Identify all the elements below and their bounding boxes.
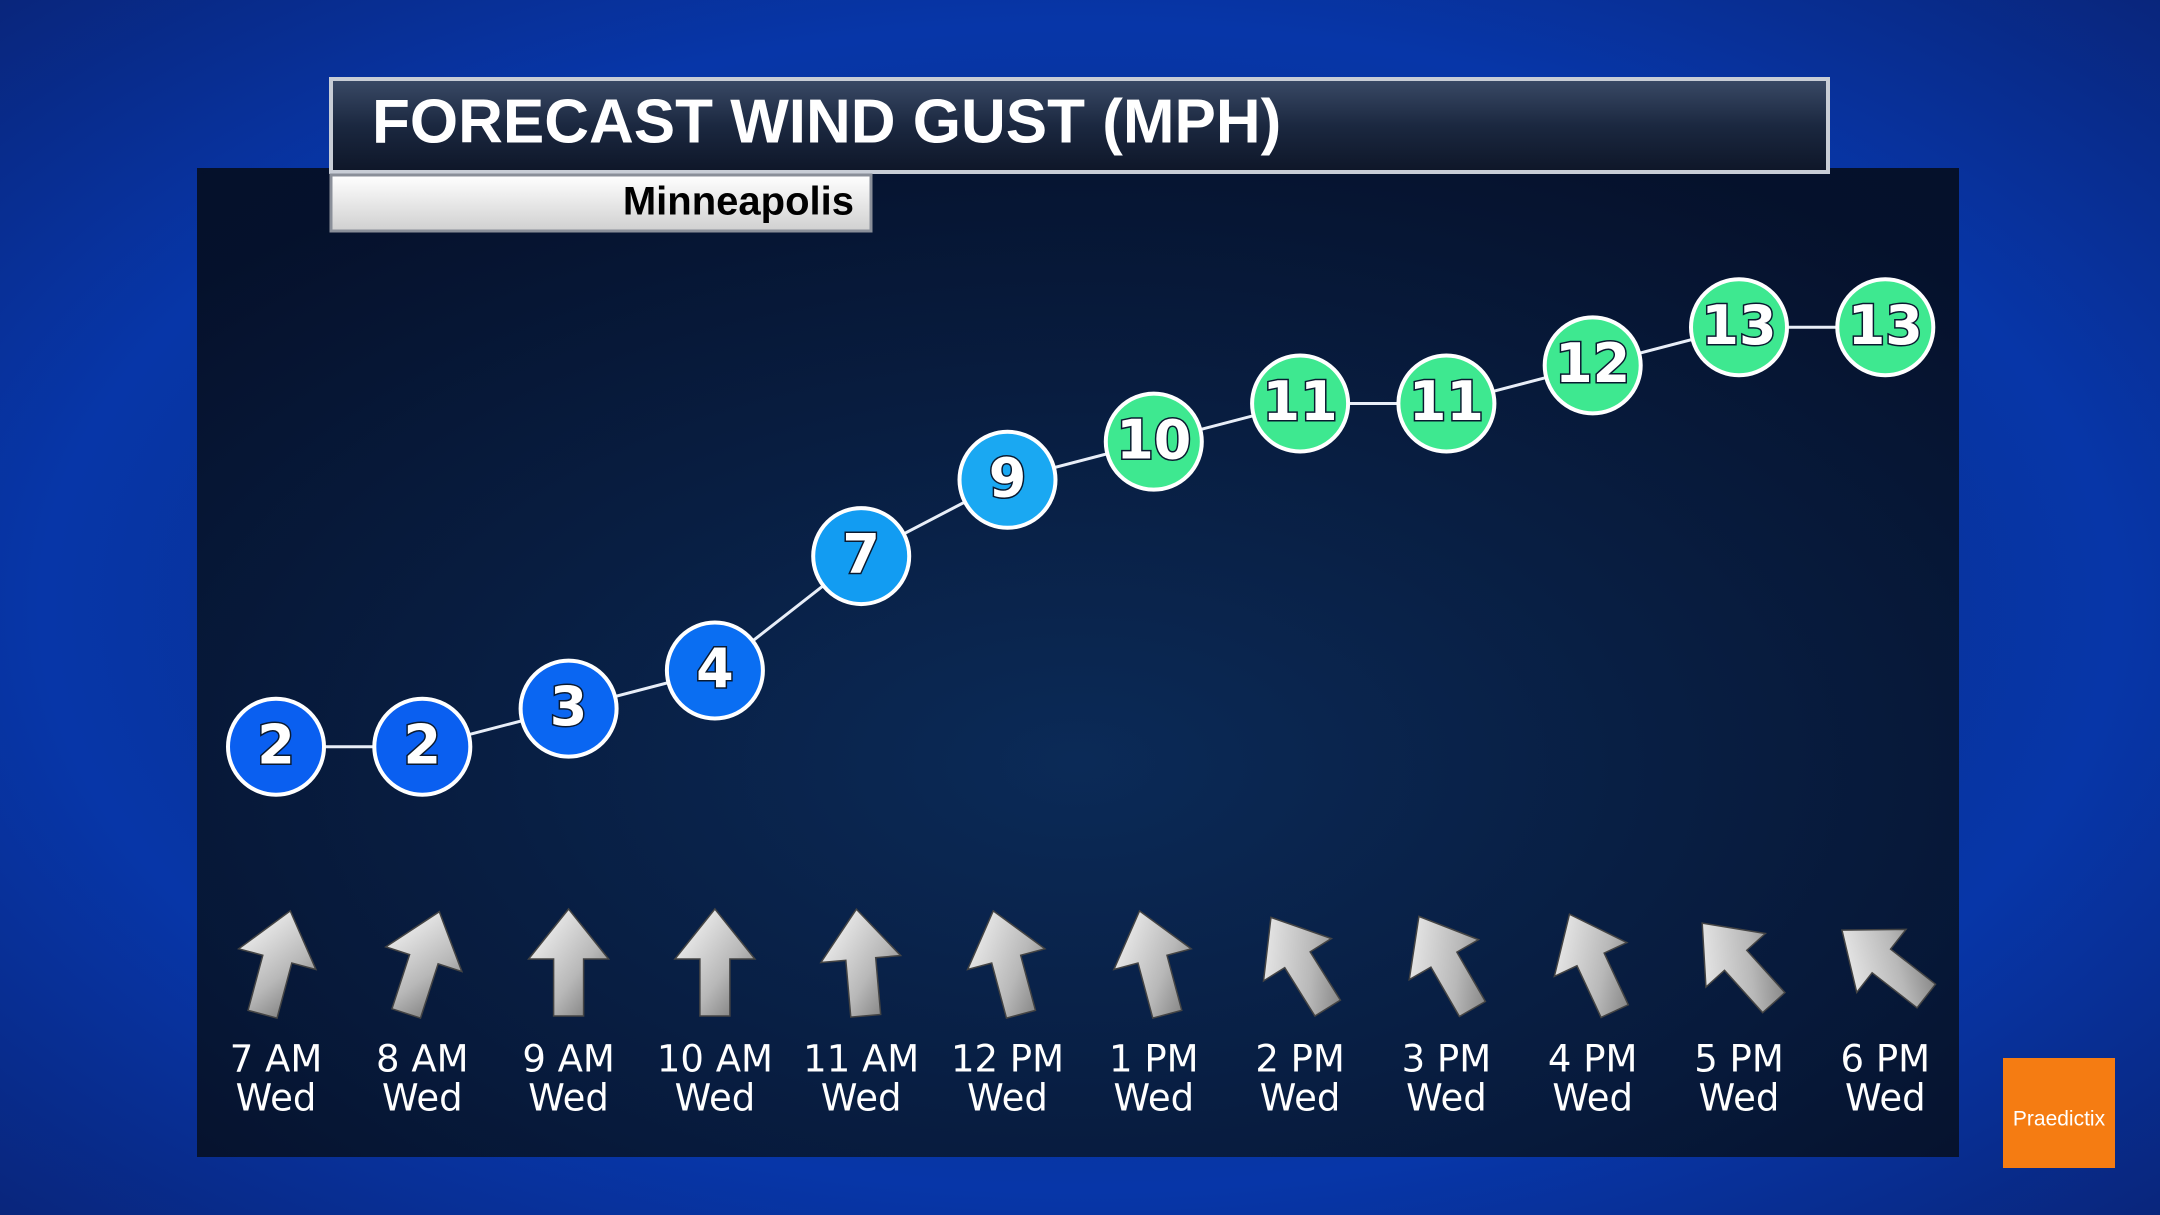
wind-arrow [966,909,1047,1020]
point [1835,277,1936,378]
point [518,658,619,759]
x-tick-label: 10 AM [657,1038,773,1081]
value-label: 2 [404,713,442,776]
title-bar [329,77,1830,174]
chart-subtitle: Minneapolis [623,180,854,224]
value-label: 7 [842,523,880,586]
x-tick-label: 9 AM [522,1038,615,1081]
x-tick-label: Wed [675,1077,756,1120]
point [664,620,765,721]
logo-text: Praedictix [2013,1108,2106,1131]
x-tick-label: Wed [236,1077,317,1120]
wind-arrow [527,907,611,1017]
value-label: 3 [550,675,588,738]
wind-arrow [384,910,464,1020]
x-tick-label: 8 AM [376,1038,469,1081]
point [1689,277,1789,378]
wind-arrow [1408,915,1487,1018]
x-tick-label: 12 PM [951,1038,1064,1081]
x-tick-label: Wed [1845,1077,1926,1120]
value-label: 9 [989,446,1027,509]
wind-arrow [1112,909,1193,1020]
point [372,696,473,797]
x-tick-label: 5 PM [1694,1038,1784,1081]
x-tick-label: Wed [821,1077,902,1120]
point [1103,391,1204,492]
point [811,506,912,607]
x-tick-label: 4 PM [1548,1038,1638,1081]
x-tick-label: 2 PM [1255,1038,1345,1081]
point [1250,353,1351,454]
point [1542,315,1643,416]
x-tick-label: 3 PM [1402,1038,1492,1081]
chart-title: FORECAST WIND GUST (MPH) [372,87,1281,156]
value-label: 12 [1555,332,1630,395]
wind-arrow [1841,928,1937,1009]
x-tick-label: 6 PM [1841,1038,1931,1081]
x-tick-label: Wed [967,1077,1048,1120]
x-tick-label: Wed [1406,1077,1487,1120]
x-tick-label: Wed [1699,1077,1780,1120]
value-label: 11 [1263,370,1338,433]
logo-box [2003,1058,2115,1168]
wind-arrow [673,907,757,1017]
subtitle-bar [329,173,873,233]
point [957,429,1058,530]
wind-arrow [1701,922,1787,1014]
value-label: 13 [1848,294,1923,357]
wind-arrow [1262,916,1342,1018]
value-label: 2 [257,713,295,776]
x-tick-label: Wed [1552,1077,1633,1120]
x-tick-label: Wed [382,1077,463,1120]
x-tick-label: 1 PM [1109,1038,1199,1081]
value-label: 11 [1409,370,1484,433]
value-label: 13 [1701,294,1776,357]
x-tick-label: Wed [528,1077,609,1120]
x-tick-label: Wed [1260,1077,1341,1120]
wind-arrow [819,908,903,1018]
x-tick-label: 7 AM [230,1038,323,1081]
wind-arrow [1553,913,1630,1019]
wind-arrow [236,909,318,1020]
x-tick-label: 11 AM [803,1038,919,1081]
panel [197,168,1959,1157]
value-label: 10 [1116,408,1191,471]
point [1396,353,1497,454]
x-tick-label: Wed [1113,1077,1194,1120]
point [226,696,326,797]
value-label: 4 [696,637,734,700]
